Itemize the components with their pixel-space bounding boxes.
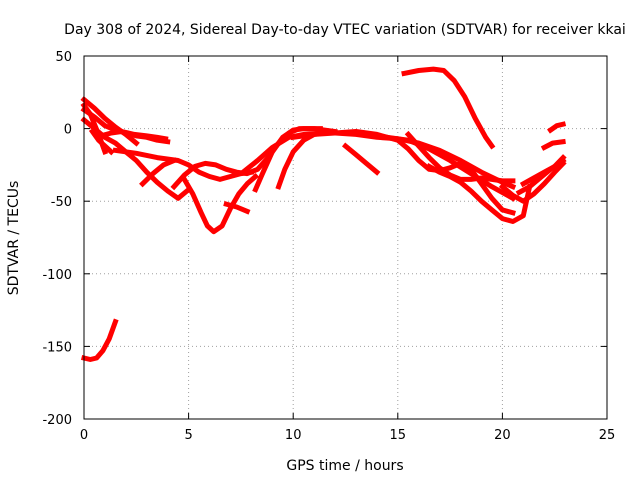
series-trace-s25 bbox=[80, 318, 119, 362]
series-trace-s20 bbox=[498, 159, 567, 204]
data-traces bbox=[80, 66, 567, 362]
series-trace-s4 bbox=[97, 129, 169, 142]
series-trace-s6 bbox=[88, 128, 115, 156]
y-axis-label: SDTVAR / TECUs bbox=[6, 181, 22, 296]
series-trace-s7 bbox=[112, 147, 255, 182]
x-tick-label: 25 bbox=[599, 428, 616, 443]
chart-title: Day 308 of 2024, Sidereal Day-to-day VTE… bbox=[64, 22, 626, 38]
y-tick-label: -200 bbox=[42, 413, 72, 428]
x-tick-label: 5 bbox=[184, 428, 192, 443]
plot-frame bbox=[83, 55, 608, 420]
y-tick-label: -50 bbox=[51, 195, 72, 210]
series-trace-s18 bbox=[404, 130, 516, 184]
series-trace-s15 bbox=[290, 129, 516, 216]
series-trace-s23 bbox=[540, 138, 566, 151]
x-tick-label: 0 bbox=[80, 428, 88, 443]
axis-ticks: 0 5 10 15 20 25 50 0 -50 -100 -150 -200 bbox=[42, 50, 615, 443]
y-tick-label: -150 bbox=[42, 340, 72, 355]
x-axis-label: GPS time / hours bbox=[286, 458, 403, 474]
y-tick-label: 50 bbox=[55, 50, 72, 65]
series-trace-s14 bbox=[275, 130, 517, 190]
series-trace-s19 bbox=[425, 162, 533, 224]
series-trace-s17 bbox=[401, 66, 496, 150]
x-tick-label: 10 bbox=[285, 428, 302, 443]
series-trace-s12 bbox=[252, 126, 338, 193]
series-trace-s8 bbox=[139, 157, 178, 188]
series-trace-s16 bbox=[341, 142, 381, 176]
grid-lines bbox=[84, 56, 607, 419]
y-tick-label: 0 bbox=[64, 123, 72, 138]
y-tick-label: -100 bbox=[42, 268, 72, 283]
series-trace-s10 bbox=[180, 172, 260, 235]
x-tick-label: 20 bbox=[494, 428, 511, 443]
series-trace-s24 bbox=[547, 121, 567, 134]
series-trace-s22 bbox=[519, 154, 567, 188]
series-trace-s11 bbox=[223, 201, 251, 215]
x-tick-label: 15 bbox=[390, 428, 407, 443]
